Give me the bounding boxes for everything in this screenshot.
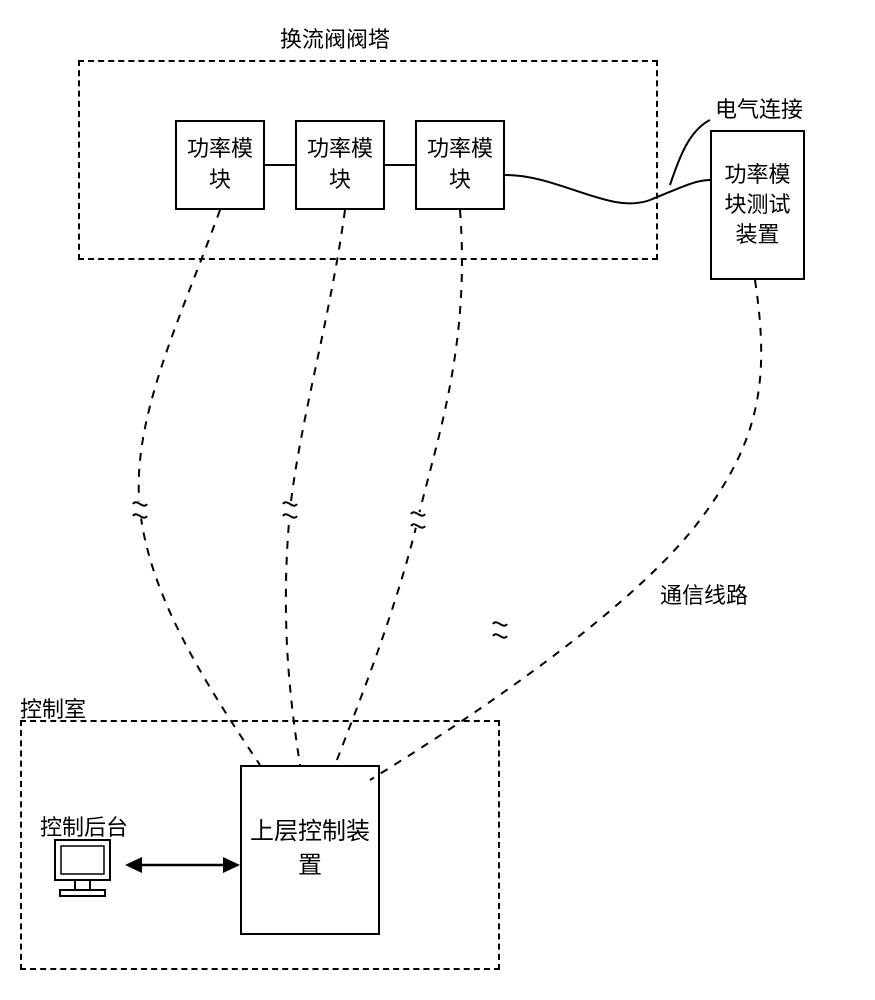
comm-curve-4 bbox=[370, 280, 761, 780]
power-module-3: 功率模块 bbox=[415, 120, 505, 210]
power-module-1-label: 功率模块 bbox=[177, 130, 263, 200]
upper-control-box: 上层控制装置 bbox=[240, 765, 380, 935]
electrical-connection-label: 电气连接 bbox=[715, 92, 803, 124]
power-module-1: 功率模块 bbox=[175, 120, 265, 210]
power-module-2-label: 功率模块 bbox=[297, 130, 383, 200]
electrical-leader bbox=[670, 120, 710, 185]
tilde-marks bbox=[123, 494, 518, 647]
power-module-2: 功率模块 bbox=[295, 120, 385, 210]
comm-curve-1 bbox=[139, 210, 260, 765]
diagram-root: 换流阀阀塔 功率模块 功率模块 功率模块 功率模块测试装置 电气连接 通信线路 … bbox=[0, 0, 875, 1000]
comm-curve-3 bbox=[335, 210, 462, 765]
test-device-box: 功率模块测试装置 bbox=[710, 130, 805, 280]
test-device-label: 功率模块测试装置 bbox=[712, 156, 803, 253]
control-backend-label: 控制后台 bbox=[40, 810, 128, 842]
comm-curve-2 bbox=[286, 210, 345, 765]
valve-tower-title: 换流阀阀塔 bbox=[280, 22, 390, 54]
power-module-3-label: 功率模块 bbox=[417, 130, 503, 200]
communication-line-label: 通信线路 bbox=[660, 578, 748, 610]
upper-control-label: 上层控制装置 bbox=[242, 812, 378, 887]
